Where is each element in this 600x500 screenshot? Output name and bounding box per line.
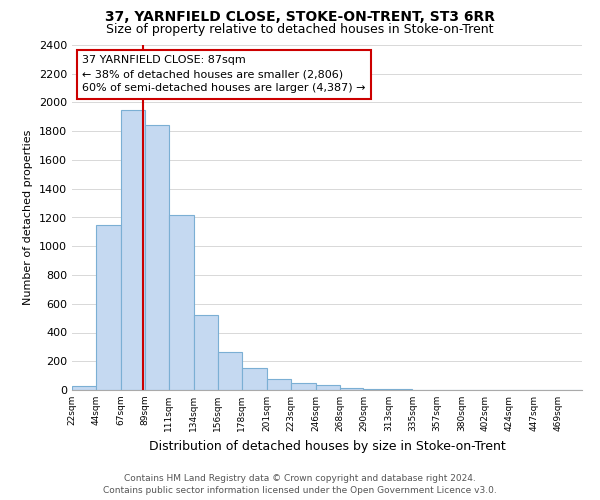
Bar [218,352,242,390]
Bar [242,368,266,390]
Text: 37, YARNFIELD CLOSE, STOKE-ON-TRENT, ST3 6RR: 37, YARNFIELD CLOSE, STOKE-ON-TRENT, ST3… [105,10,495,24]
Bar [316,385,340,390]
Bar [266,378,290,390]
Bar [290,383,316,390]
Text: Size of property relative to detached houses in Stoke-on-Trent: Size of property relative to detached ho… [106,22,494,36]
Bar [121,110,145,390]
Bar [96,224,121,390]
Bar [194,316,218,390]
X-axis label: Distribution of detached houses by size in Stoke-on-Trent: Distribution of detached houses by size … [149,440,505,452]
Bar [364,389,388,390]
Text: 37 YARNFIELD CLOSE: 87sqm
← 38% of detached houses are smaller (2,806)
60% of se: 37 YARNFIELD CLOSE: 87sqm ← 38% of detac… [82,56,366,94]
Bar [72,386,96,390]
Bar [145,126,169,390]
Bar [169,214,194,390]
Text: Contains HM Land Registry data © Crown copyright and database right 2024.
Contai: Contains HM Land Registry data © Crown c… [103,474,497,495]
Y-axis label: Number of detached properties: Number of detached properties [23,130,34,305]
Bar [340,388,364,390]
